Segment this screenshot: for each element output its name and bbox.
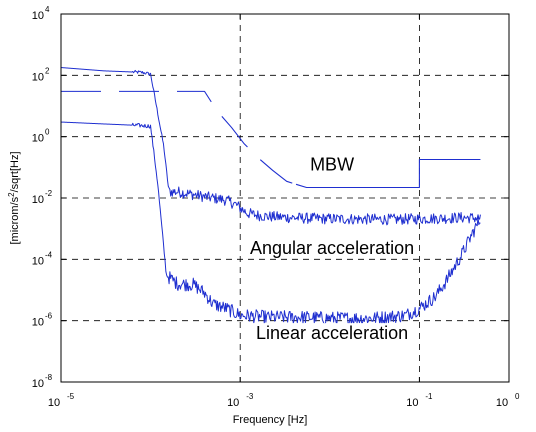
annotation-angular-acceleration-background <box>247 237 418 258</box>
x-tick-label-exponent: -1 <box>425 392 433 401</box>
x-tick-label: 10 <box>48 397 60 409</box>
y-tick-label: 10 <box>32 255 44 267</box>
x-tick-label: 10 <box>406 397 418 409</box>
annotation-linear-acceleration: Linear acceleration <box>256 323 408 343</box>
y-tick-label-exponent: 2 <box>45 66 50 75</box>
series-line-1 <box>61 90 297 185</box>
x-tick-label-exponent: 0 <box>515 392 520 401</box>
y-tick-label-exponent: -4 <box>45 250 53 259</box>
annotation-mbw-background <box>307 154 358 175</box>
y-tick-label: 10 <box>32 194 44 206</box>
annotation-linear-acceleration-background <box>253 323 412 344</box>
x-tick-label: 10 <box>496 397 508 409</box>
x-tick-label: 10 <box>227 397 239 409</box>
series-layer <box>60 67 481 326</box>
annotation-mbw: MBW <box>310 154 354 174</box>
y-tick-label: 10 <box>32 133 44 145</box>
annotation-angular-acceleration: Angular acceleration <box>250 238 414 258</box>
x-tick-label-exponent: -3 <box>246 392 254 401</box>
grid <box>61 14 509 382</box>
y-tick-label-exponent: -8 <box>45 373 53 382</box>
series-line-2 <box>295 158 481 189</box>
y-tick-label: 10 <box>32 317 44 329</box>
x-axis-label: Frequency [Hz] <box>233 414 308 426</box>
ticks <box>60 13 510 383</box>
y-tick-label: 10 <box>32 10 44 22</box>
y-tick-label-exponent: 4 <box>45 5 50 14</box>
series-line-3 <box>60 67 481 226</box>
y-tick-label-exponent: 0 <box>45 128 50 137</box>
y-axis-label: [microm/s2/sqrt[Hz] <box>7 151 21 244</box>
y-tick-label: 10 <box>32 71 44 83</box>
y-tick-label-exponent: -6 <box>45 312 53 321</box>
series-line-4 <box>60 121 481 326</box>
annotations: MBW Angular acceleration Linear accelerati… <box>247 154 418 344</box>
y-tick-label-exponent: -2 <box>45 189 53 198</box>
x-tick-label-exponent: -5 <box>67 392 75 401</box>
y-tick-label: 10 <box>32 378 44 390</box>
